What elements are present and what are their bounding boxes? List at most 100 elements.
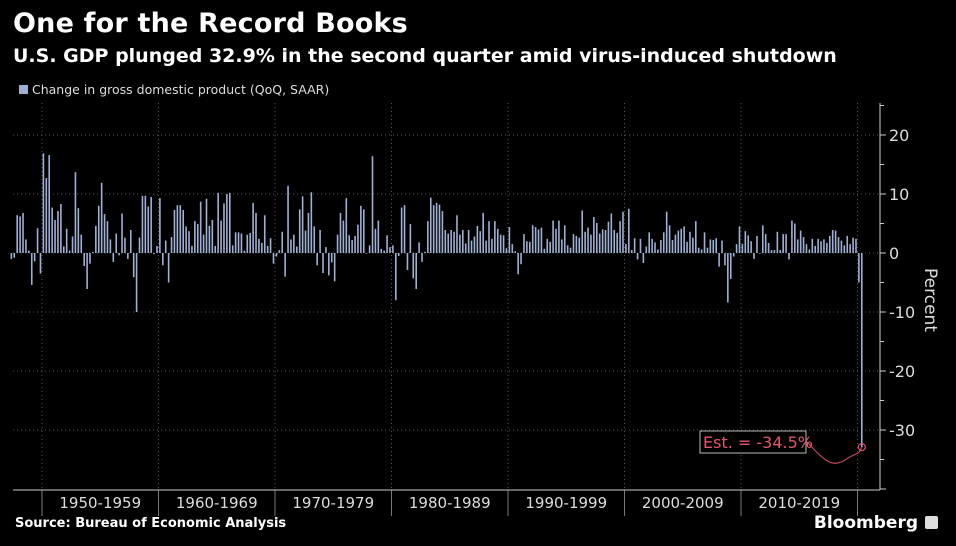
bar xyxy=(234,232,237,253)
bar xyxy=(217,192,219,253)
bar xyxy=(817,238,819,253)
bar xyxy=(42,153,45,253)
bar xyxy=(80,234,83,253)
bar xyxy=(593,217,595,253)
bar xyxy=(494,221,496,253)
bar xyxy=(831,229,834,253)
bar xyxy=(112,253,115,262)
bar xyxy=(226,194,228,253)
bar xyxy=(365,253,368,254)
bar xyxy=(590,234,592,253)
bar xyxy=(333,253,336,282)
bar xyxy=(51,207,53,253)
bar xyxy=(182,209,184,253)
bar xyxy=(97,205,100,253)
bar xyxy=(444,229,447,253)
bar xyxy=(459,234,461,253)
bar xyxy=(578,237,581,253)
bar xyxy=(712,240,715,253)
bar xyxy=(479,231,482,253)
bar xyxy=(196,224,199,253)
bar xyxy=(802,237,805,253)
bar xyxy=(639,238,642,253)
bar xyxy=(129,229,132,253)
x-tick-label: 1980-1989 xyxy=(409,494,491,512)
bar xyxy=(211,219,214,253)
bar xyxy=(304,230,307,253)
bar xyxy=(753,253,755,259)
bar xyxy=(246,234,249,253)
y-tick-label: 10 xyxy=(889,185,909,204)
bar xyxy=(153,253,155,255)
bar xyxy=(549,241,551,253)
bar xyxy=(511,244,514,253)
bar xyxy=(438,204,441,253)
bar xyxy=(540,227,543,253)
bar xyxy=(770,250,773,253)
bar xyxy=(584,231,586,253)
bar xyxy=(715,238,717,253)
bar xyxy=(159,198,161,253)
bar xyxy=(552,220,554,253)
bloomberg-chart-icon xyxy=(925,516,938,529)
bar xyxy=(674,234,677,253)
bar xyxy=(657,249,659,253)
bar xyxy=(202,234,205,253)
bar xyxy=(278,250,281,253)
y-tick-label: -30 xyxy=(889,421,915,440)
bar xyxy=(517,253,519,275)
bar xyxy=(205,198,208,253)
bar xyxy=(499,234,502,253)
x-tick-label: 2010-2019 xyxy=(758,494,840,512)
bar xyxy=(57,211,59,253)
bar xyxy=(677,230,680,253)
bar xyxy=(243,250,246,253)
bar xyxy=(167,253,170,283)
bar xyxy=(322,253,324,274)
bar xyxy=(496,228,499,253)
bar xyxy=(281,231,284,253)
annotation-label: Est. = -34.5% xyxy=(703,433,813,452)
bar xyxy=(543,248,546,253)
bar xyxy=(750,241,752,253)
annotation-box xyxy=(699,430,807,454)
bar xyxy=(374,228,377,253)
bar xyxy=(718,253,720,267)
bar xyxy=(380,248,383,253)
bar xyxy=(86,253,88,289)
bar xyxy=(354,235,356,253)
legend-swatch xyxy=(19,85,28,94)
bar xyxy=(272,253,275,264)
bar xyxy=(514,251,517,253)
bar xyxy=(607,221,610,253)
bar xyxy=(36,228,39,253)
bar xyxy=(132,253,135,278)
bloomberg-logo: Bloomberg xyxy=(813,513,918,533)
bar xyxy=(569,247,572,253)
y-tick-label: 0 xyxy=(889,244,899,263)
bar xyxy=(791,220,793,253)
bar xyxy=(794,223,796,253)
bar xyxy=(118,253,120,256)
bar xyxy=(482,212,484,253)
bar xyxy=(266,245,269,253)
bar xyxy=(858,253,860,283)
bar xyxy=(68,250,71,253)
bar xyxy=(208,225,211,253)
bar xyxy=(316,253,318,266)
bar xyxy=(563,225,566,253)
bar xyxy=(263,215,266,253)
bar xyxy=(773,250,776,253)
bar xyxy=(805,244,808,253)
y-tick-label: -10 xyxy=(889,303,915,322)
bar xyxy=(252,202,254,253)
bar xyxy=(295,246,298,253)
bar xyxy=(418,242,420,253)
bar xyxy=(636,253,639,260)
bar xyxy=(566,245,569,253)
bar xyxy=(470,240,473,253)
bar xyxy=(695,221,697,253)
bar xyxy=(508,227,511,253)
bar xyxy=(377,220,380,253)
bar xyxy=(427,221,429,253)
